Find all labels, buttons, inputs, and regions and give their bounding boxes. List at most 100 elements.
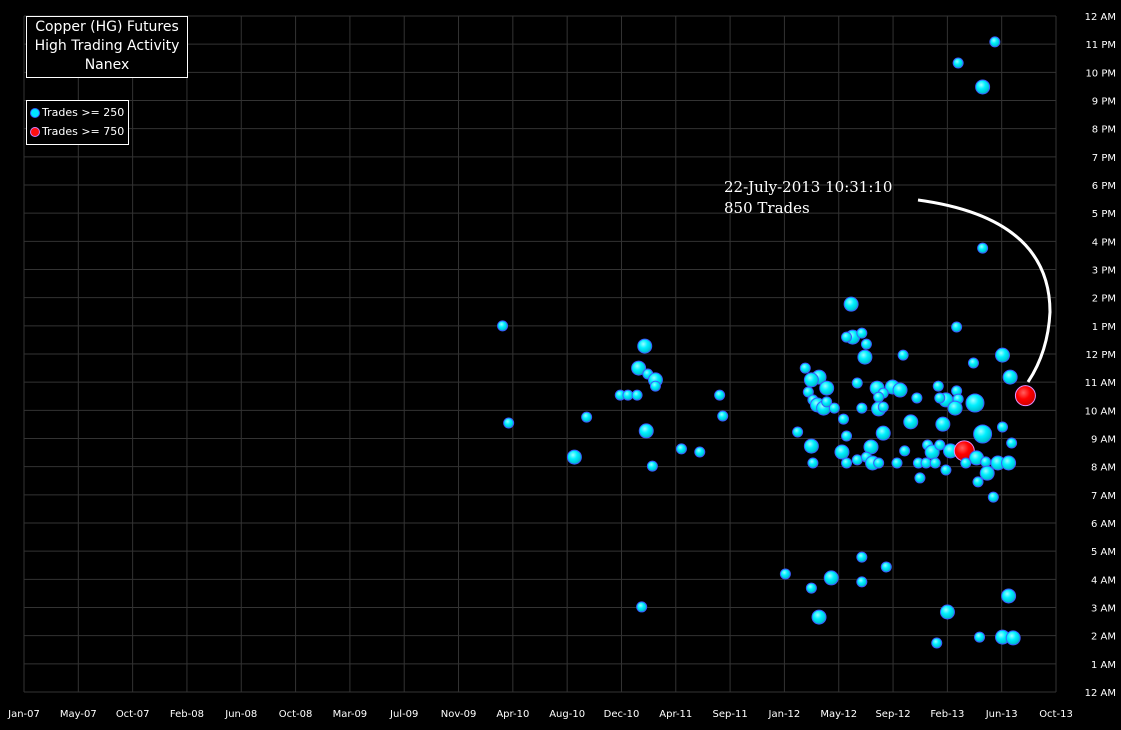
data-point (989, 36, 1001, 48)
y-tick-label: 6 PM (1092, 181, 1116, 192)
data-point (897, 349, 909, 361)
grid-lines (23, 15, 1057, 693)
data-point (834, 444, 850, 460)
y-tick-label: 3 PM (1092, 266, 1116, 277)
annotation-arrow (917, 198, 1052, 383)
data-point (856, 551, 868, 563)
legend: Trades >= 250 Trades >= 750 (26, 100, 130, 145)
data-point (566, 449, 582, 465)
x-tick-label: Aug-10 (549, 709, 585, 720)
data-point (891, 457, 903, 469)
x-tick-label: Feb-13 (930, 709, 964, 720)
data-point (1006, 437, 1018, 449)
y-tick-label: 8 AM (1091, 463, 1116, 474)
data-point (622, 389, 634, 401)
x-tick-label: Sep-12 (875, 709, 910, 720)
data-point (873, 457, 885, 469)
data-point (841, 331, 853, 343)
data-point (637, 338, 653, 354)
data-point (1005, 630, 1021, 646)
data-point (638, 423, 654, 439)
data-point (837, 413, 849, 425)
data-points (497, 36, 1036, 649)
data-point (805, 582, 817, 594)
data-point (903, 414, 919, 430)
annotation-timestamp: 22-July-2013 10:31:10 (724, 178, 893, 196)
x-tick-label: May-12 (820, 709, 857, 720)
data-point (973, 424, 993, 444)
data-point (1001, 455, 1017, 471)
data-point (979, 465, 995, 481)
data-point (977, 242, 989, 254)
legend-item-low: Trades >= 250 (31, 103, 124, 122)
data-point (940, 464, 952, 476)
data-point (877, 401, 889, 413)
data-point (939, 604, 955, 620)
y-tick-label: 12 PM (1085, 350, 1116, 361)
x-tick-label: Jun-08 (224, 709, 257, 720)
y-tick-label: 2 AM (1091, 632, 1116, 643)
data-point (799, 362, 811, 374)
data-point (851, 454, 863, 466)
data-point (994, 347, 1010, 363)
data-point (965, 393, 985, 413)
y-tick-label: 2 PM (1092, 294, 1116, 305)
data-point (975, 79, 991, 95)
y-tick-label: 5 AM (1091, 547, 1116, 558)
data-point (863, 439, 879, 455)
data-point (935, 416, 951, 432)
y-tick-label: 5 PM (1092, 209, 1116, 220)
y-tick-label: 11 PM (1085, 40, 1116, 51)
data-point (646, 460, 658, 472)
data-point (880, 561, 892, 573)
data-point (892, 382, 908, 398)
data-point (1002, 369, 1018, 385)
data-point (947, 400, 963, 416)
data-point (929, 457, 941, 469)
y-tick-label: 8 PM (1092, 125, 1116, 136)
y-tick-label: 1 AM (1091, 660, 1116, 671)
data-point (694, 446, 706, 458)
data-point (828, 402, 840, 414)
data-point (875, 425, 891, 441)
y-tick-label: 12 AM (1085, 12, 1116, 23)
data-point (856, 327, 868, 339)
data-point (503, 417, 515, 429)
y-axis-ticks: 12 AM 1 AM 2 AM 3 AM 4 AM 5 AM 6 AM 7 AM 8 AM 9 A… (1085, 12, 1116, 699)
title-line-2: High Trading Activity (34, 38, 180, 54)
data-point (996, 421, 1008, 433)
data-point (856, 576, 868, 588)
x-tick-label: Apr-11 (659, 709, 692, 720)
y-tick-label: 9 AM (1091, 435, 1116, 446)
data-point (819, 380, 835, 396)
x-tick-label: Oct-07 (116, 709, 150, 720)
x-tick-label: Jan-07 (7, 709, 40, 720)
data-point (803, 438, 819, 454)
chart-title: Copper (HG) Futures High Trading Activit… (26, 16, 188, 78)
data-point (911, 392, 923, 404)
data-point (857, 349, 873, 365)
data-point (843, 296, 859, 312)
data-point (980, 456, 992, 468)
data-point (987, 491, 999, 503)
data-point (920, 457, 932, 469)
data-point (823, 570, 839, 586)
x-tick-label: Oct-13 (1039, 709, 1073, 720)
x-tick-label: Jul-09 (389, 709, 418, 720)
data-point (851, 377, 863, 389)
data-point (934, 392, 946, 404)
data-point (803, 372, 819, 388)
data-point (972, 476, 984, 488)
data-point (649, 380, 661, 392)
x-tick-label: Apr-10 (496, 709, 529, 720)
y-tick-label: 12 AM (1085, 688, 1116, 699)
y-tick-label: 11 AM (1085, 378, 1116, 389)
data-point (631, 389, 643, 401)
annotation: 22-July-2013 10:31:10 850 Trades (724, 177, 892, 219)
data-point (717, 410, 729, 422)
data-point (581, 411, 593, 423)
y-tick-label: 3 AM (1091, 604, 1116, 615)
data-point (914, 472, 926, 484)
title-line-1: Copper (HG) Futures (35, 19, 179, 35)
